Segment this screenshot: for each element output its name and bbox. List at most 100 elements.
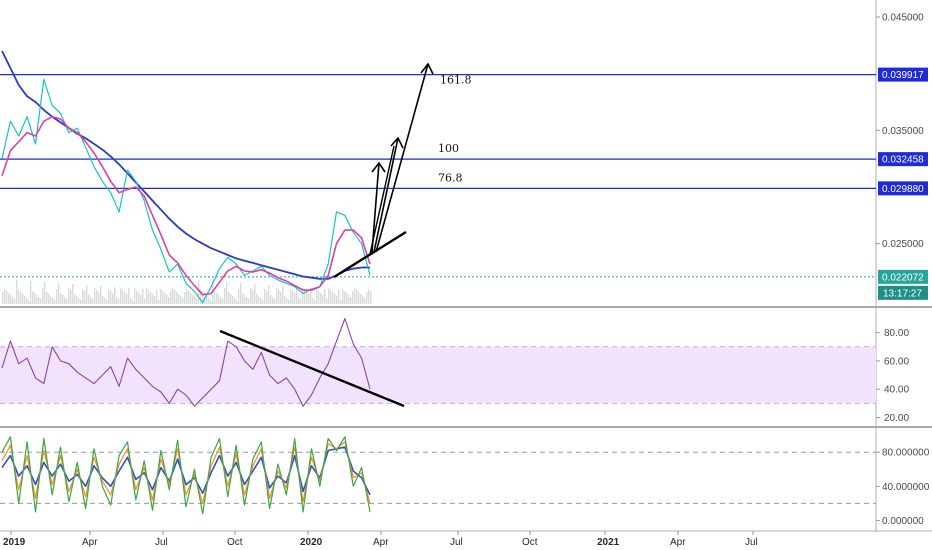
volume-bar (306, 292, 308, 304)
time-tick-label: 2019 (3, 537, 26, 548)
volume-bar (130, 298, 132, 304)
price-tick-label: 0.025000 (882, 239, 924, 250)
volume-bar (158, 300, 160, 304)
price-support-trendline[interactable] (333, 230, 407, 279)
volume-bar (148, 290, 150, 304)
price-tag-bg (878, 67, 928, 82)
volume-bar (116, 297, 118, 304)
volume-bar (302, 288, 304, 304)
countdown-tag-bg (878, 285, 928, 300)
rsi-tick-label: 40.00 (884, 385, 909, 396)
volume-bar (126, 294, 128, 304)
series-layer[interactable] (1, 50, 371, 515)
volume-bar (98, 292, 100, 304)
volume-bar (2, 292, 4, 304)
arrow-100[interactable] (373, 137, 399, 253)
volume-bar (22, 294, 24, 304)
volume-bar (76, 296, 78, 304)
volume-bar (28, 300, 30, 304)
volume-bar (230, 294, 232, 304)
rsi-overbought-oversold-band (0, 346, 876, 404)
volume-bar (110, 291, 112, 304)
volume-bar (246, 297, 248, 304)
drawings[interactable] (219, 62, 434, 408)
volume-bar (18, 290, 20, 304)
horizontal-levels[interactable] (0, 73, 876, 190)
volume-bar (188, 291, 190, 304)
volume-bar (236, 300, 238, 304)
volume-bar (206, 296, 208, 304)
volume-bar (260, 298, 262, 304)
volume-bar (52, 298, 54, 304)
volume-bar (192, 295, 194, 304)
fib-annotation-labels: 76.8 100 161.8 (438, 74, 472, 185)
volume-bar (162, 291, 164, 304)
time-tick-label: Jul (450, 537, 463, 548)
volume-bar (100, 286, 102, 304)
volume-bar (92, 299, 94, 304)
stochastic-panel[interactable] (0, 428, 876, 530)
volume-bar (238, 289, 240, 304)
volume-bar (266, 291, 268, 304)
volume-bar (88, 295, 90, 304)
volume-bar (218, 295, 220, 304)
last-price-label: 0.022072 (882, 272, 924, 283)
volume-bar (220, 297, 222, 304)
volume-bar (272, 297, 274, 304)
volume-bar (118, 299, 120, 304)
volume-bar (258, 296, 260, 304)
volume-bar (6, 291, 8, 304)
volume-bar (282, 286, 284, 304)
volume-bar (106, 300, 108, 304)
volume-bar (256, 294, 258, 304)
volume-bar (210, 300, 212, 304)
arrow-161-8[interactable] (375, 63, 429, 253)
volume-bar (294, 293, 296, 304)
volume-bar (26, 298, 28, 304)
time-tick-label: Oct (227, 537, 243, 548)
time-tick-label: Jul (745, 537, 758, 548)
volume-bar (232, 296, 234, 304)
volume-bar (364, 298, 366, 304)
volume-bar (296, 287, 298, 304)
volume-bar (48, 294, 50, 304)
volume-bar (90, 297, 92, 304)
volume-bar (226, 282, 228, 304)
volume-bar (166, 295, 168, 304)
volume-bar (338, 290, 340, 304)
price-tags[interactable]: 0.039917 0.032458 0.029880 0.022072 13:17:27 (878, 67, 928, 300)
volume-bar (320, 293, 322, 304)
price-tag-label: 0.032458 (882, 155, 924, 166)
time-tick-label: Jul (155, 537, 168, 548)
stochastic-scale-ticks: 80.000000 40.000000 0.000000 (876, 448, 930, 527)
volume-bar (10, 295, 12, 304)
volume-bar (312, 298, 314, 304)
volume-bar (240, 283, 242, 304)
fib-label: 161.8 (440, 74, 472, 87)
volume-bar (64, 297, 66, 304)
volume-bar (280, 292, 282, 304)
volume-bar (184, 292, 186, 304)
rsi-divergence-trendline[interactable] (219, 329, 405, 408)
volume-bar (144, 299, 146, 304)
slow-ma-line[interactable] (1, 50, 370, 280)
fib-label: 76.8 (438, 171, 463, 184)
stochastic-k-line[interactable] (1, 436, 371, 515)
stochastic-tick-label: 0.000000 (882, 516, 924, 527)
volume-bar (84, 291, 86, 304)
price-panel[interactable] (0, 0, 876, 306)
volume-bar (362, 296, 364, 304)
volume-bar (300, 299, 302, 304)
volume-bar (304, 290, 306, 304)
volume-bar (66, 299, 68, 304)
volume-bar (34, 293, 36, 304)
volume-bar (112, 293, 114, 304)
volume-bar (202, 292, 204, 304)
rsi-line[interactable] (1, 317, 371, 407)
fast-ma-line[interactable] (1, 115, 371, 296)
volume-bar (250, 288, 252, 304)
volume-bar (216, 293, 218, 304)
volume-bar (108, 289, 110, 304)
volume-bar (176, 292, 178, 304)
